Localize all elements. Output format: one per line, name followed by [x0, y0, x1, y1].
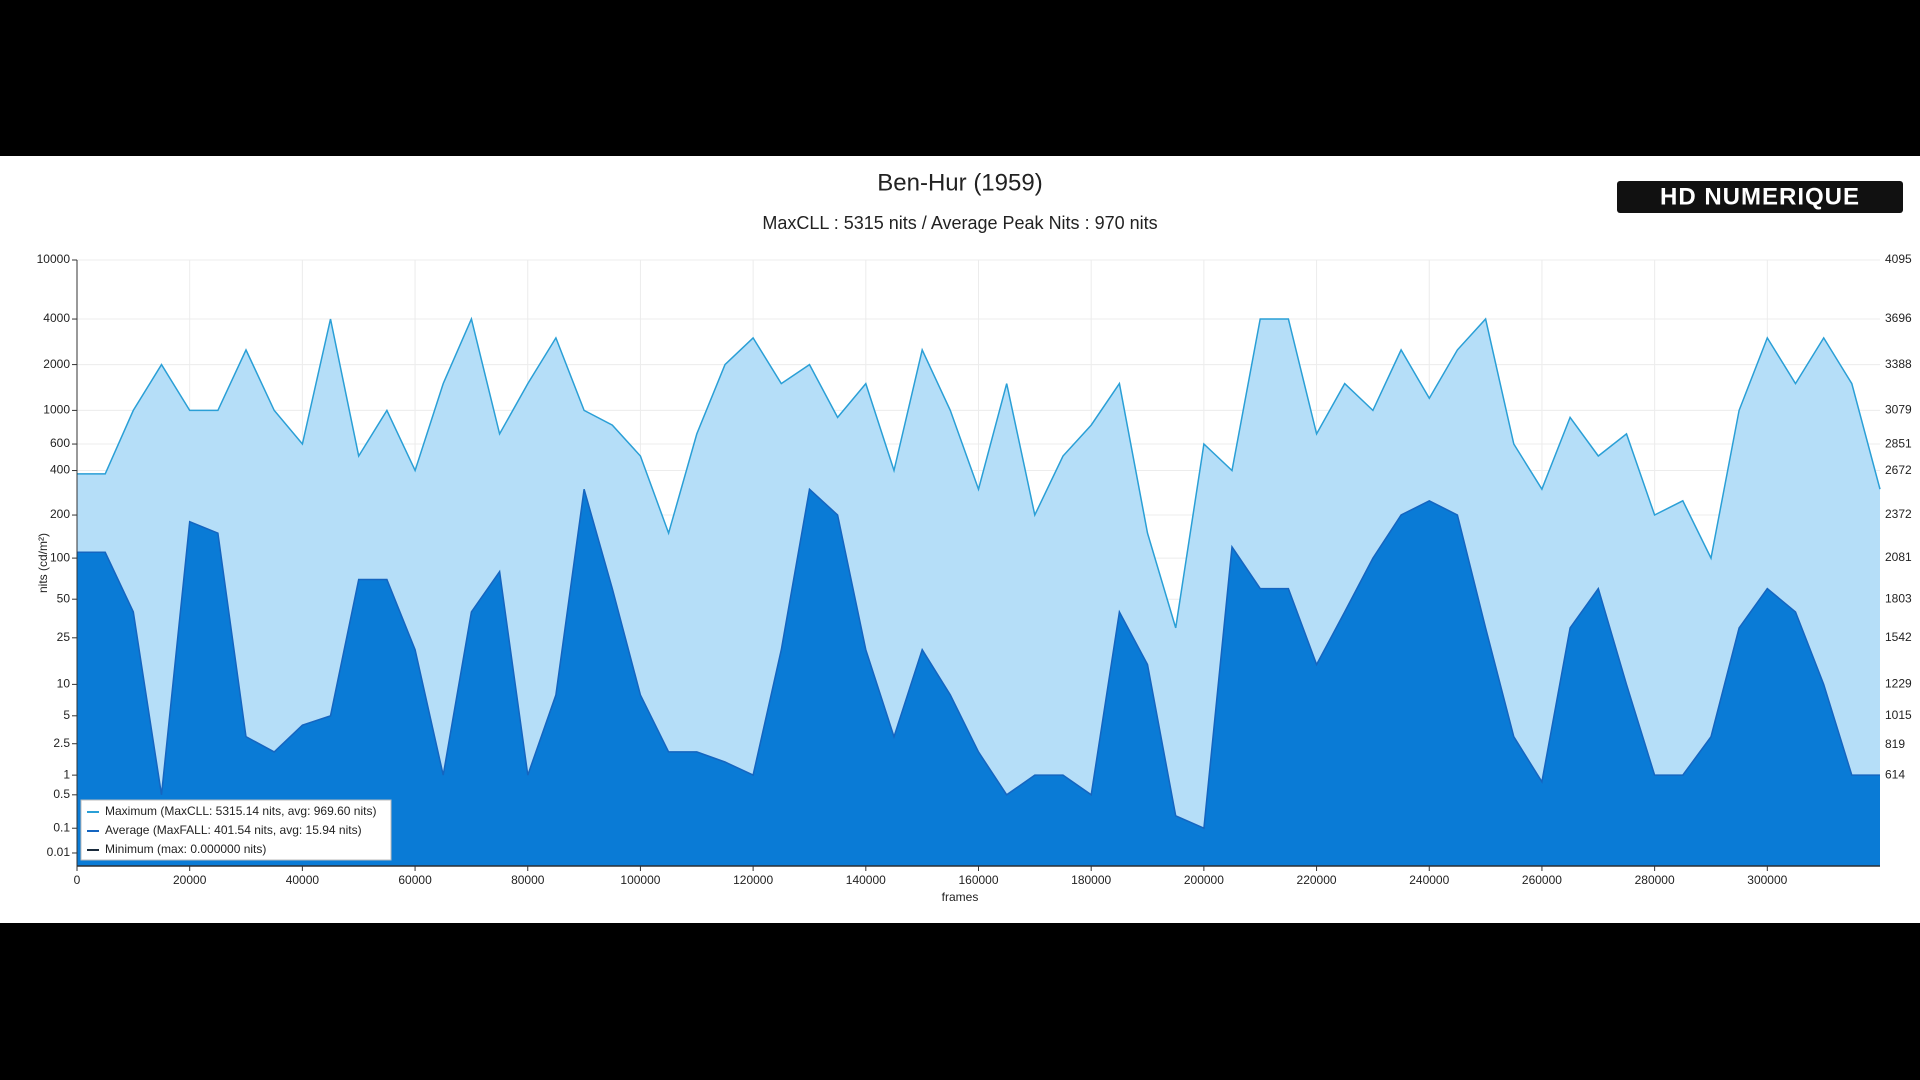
- x-tick-label: 240000: [1409, 873, 1449, 887]
- legend-label: Maximum (MaxCLL: 5315.14 nits, avg: 969.…: [105, 804, 376, 818]
- x-tick-label: 280000: [1635, 873, 1675, 887]
- y-tick-label: 2.5: [53, 736, 70, 750]
- y2-tick-label: 2851: [1885, 436, 1912, 450]
- x-tick-label: 60000: [398, 873, 432, 887]
- y-tick-label: 400: [50, 463, 70, 477]
- y2-tick-label: 1803: [1885, 591, 1912, 605]
- y-tick-label: 1: [63, 767, 70, 781]
- y2-tick-label: 1015: [1885, 708, 1912, 722]
- y-tick-label: 10000: [37, 252, 71, 266]
- x-tick-label: 180000: [1071, 873, 1111, 887]
- chart-title: Ben-Hur (1959): [877, 169, 1042, 196]
- y-tick-label: 25: [57, 630, 71, 644]
- y2-tick-label: 1542: [1885, 630, 1912, 644]
- series-line: [77, 487, 1880, 830]
- chart-subtitle: MaxCLL : 5315 nits / Average Peak Nits :…: [762, 213, 1157, 233]
- x-tick-label: 200000: [1184, 873, 1224, 887]
- x-tick-label: 220000: [1297, 873, 1337, 887]
- x-tick-label: 120000: [733, 873, 773, 887]
- x-tick-label: 80000: [511, 873, 545, 887]
- x-tick-label: 20000: [173, 873, 207, 887]
- y-tick-label: 50: [57, 591, 71, 605]
- series-line: [77, 316, 1881, 629]
- y2-tick-label: 3388: [1885, 357, 1912, 371]
- legend-label: Minimum (max: 0.000000 nits): [105, 842, 266, 856]
- y2-tick-label: 2081: [1885, 550, 1912, 564]
- y-axis-label: nits (cd/m²): [36, 533, 50, 593]
- y-tick-label: 600: [50, 436, 70, 450]
- y-tick-label: 1000: [43, 403, 70, 417]
- x-tick-label: 140000: [846, 873, 886, 887]
- x-tick-label: 0: [74, 873, 81, 887]
- y2-tick-label: 2372: [1885, 507, 1912, 521]
- series-area: [77, 489, 1880, 866]
- y-tick-label: 100: [50, 550, 70, 564]
- y-tick-label: 0.1: [53, 820, 70, 834]
- x-tick-label: 40000: [286, 873, 320, 887]
- x-tick-label: 160000: [958, 873, 998, 887]
- x-axis-label: frames: [942, 890, 979, 904]
- legend-box: [80, 799, 392, 861]
- logo: HD NUMERIQUE: [1660, 183, 1860, 210]
- y-tick-label: 2000: [43, 357, 70, 371]
- x-tick-label: 300000: [1747, 873, 1787, 887]
- y2-tick-label: 1229: [1885, 676, 1912, 690]
- y2-tick-label: 3696: [1885, 311, 1912, 325]
- y-tick-label: 0.01: [47, 845, 71, 859]
- y-tick-label: 4000: [43, 311, 70, 325]
- y-tick-label: 200: [50, 507, 70, 521]
- x-tick-label: 260000: [1522, 873, 1562, 887]
- y-tick-label: 5: [63, 708, 70, 722]
- logo-box: [1617, 181, 1903, 213]
- y-tick-label: 10: [57, 677, 71, 691]
- y-tick-label: 0.5: [53, 787, 70, 801]
- y2-tick-label: 2672: [1885, 463, 1912, 477]
- y2-tick-label: 4095: [1885, 252, 1912, 266]
- y2-tick-label: 3079: [1885, 403, 1912, 417]
- y2-tick-label: 614: [1885, 767, 1905, 781]
- y2-tick-label: 819: [1885, 737, 1905, 751]
- legend-label: Average (MaxFALL: 401.54 nits, avg: 15.9…: [105, 823, 362, 837]
- x-tick-label: 100000: [620, 873, 660, 887]
